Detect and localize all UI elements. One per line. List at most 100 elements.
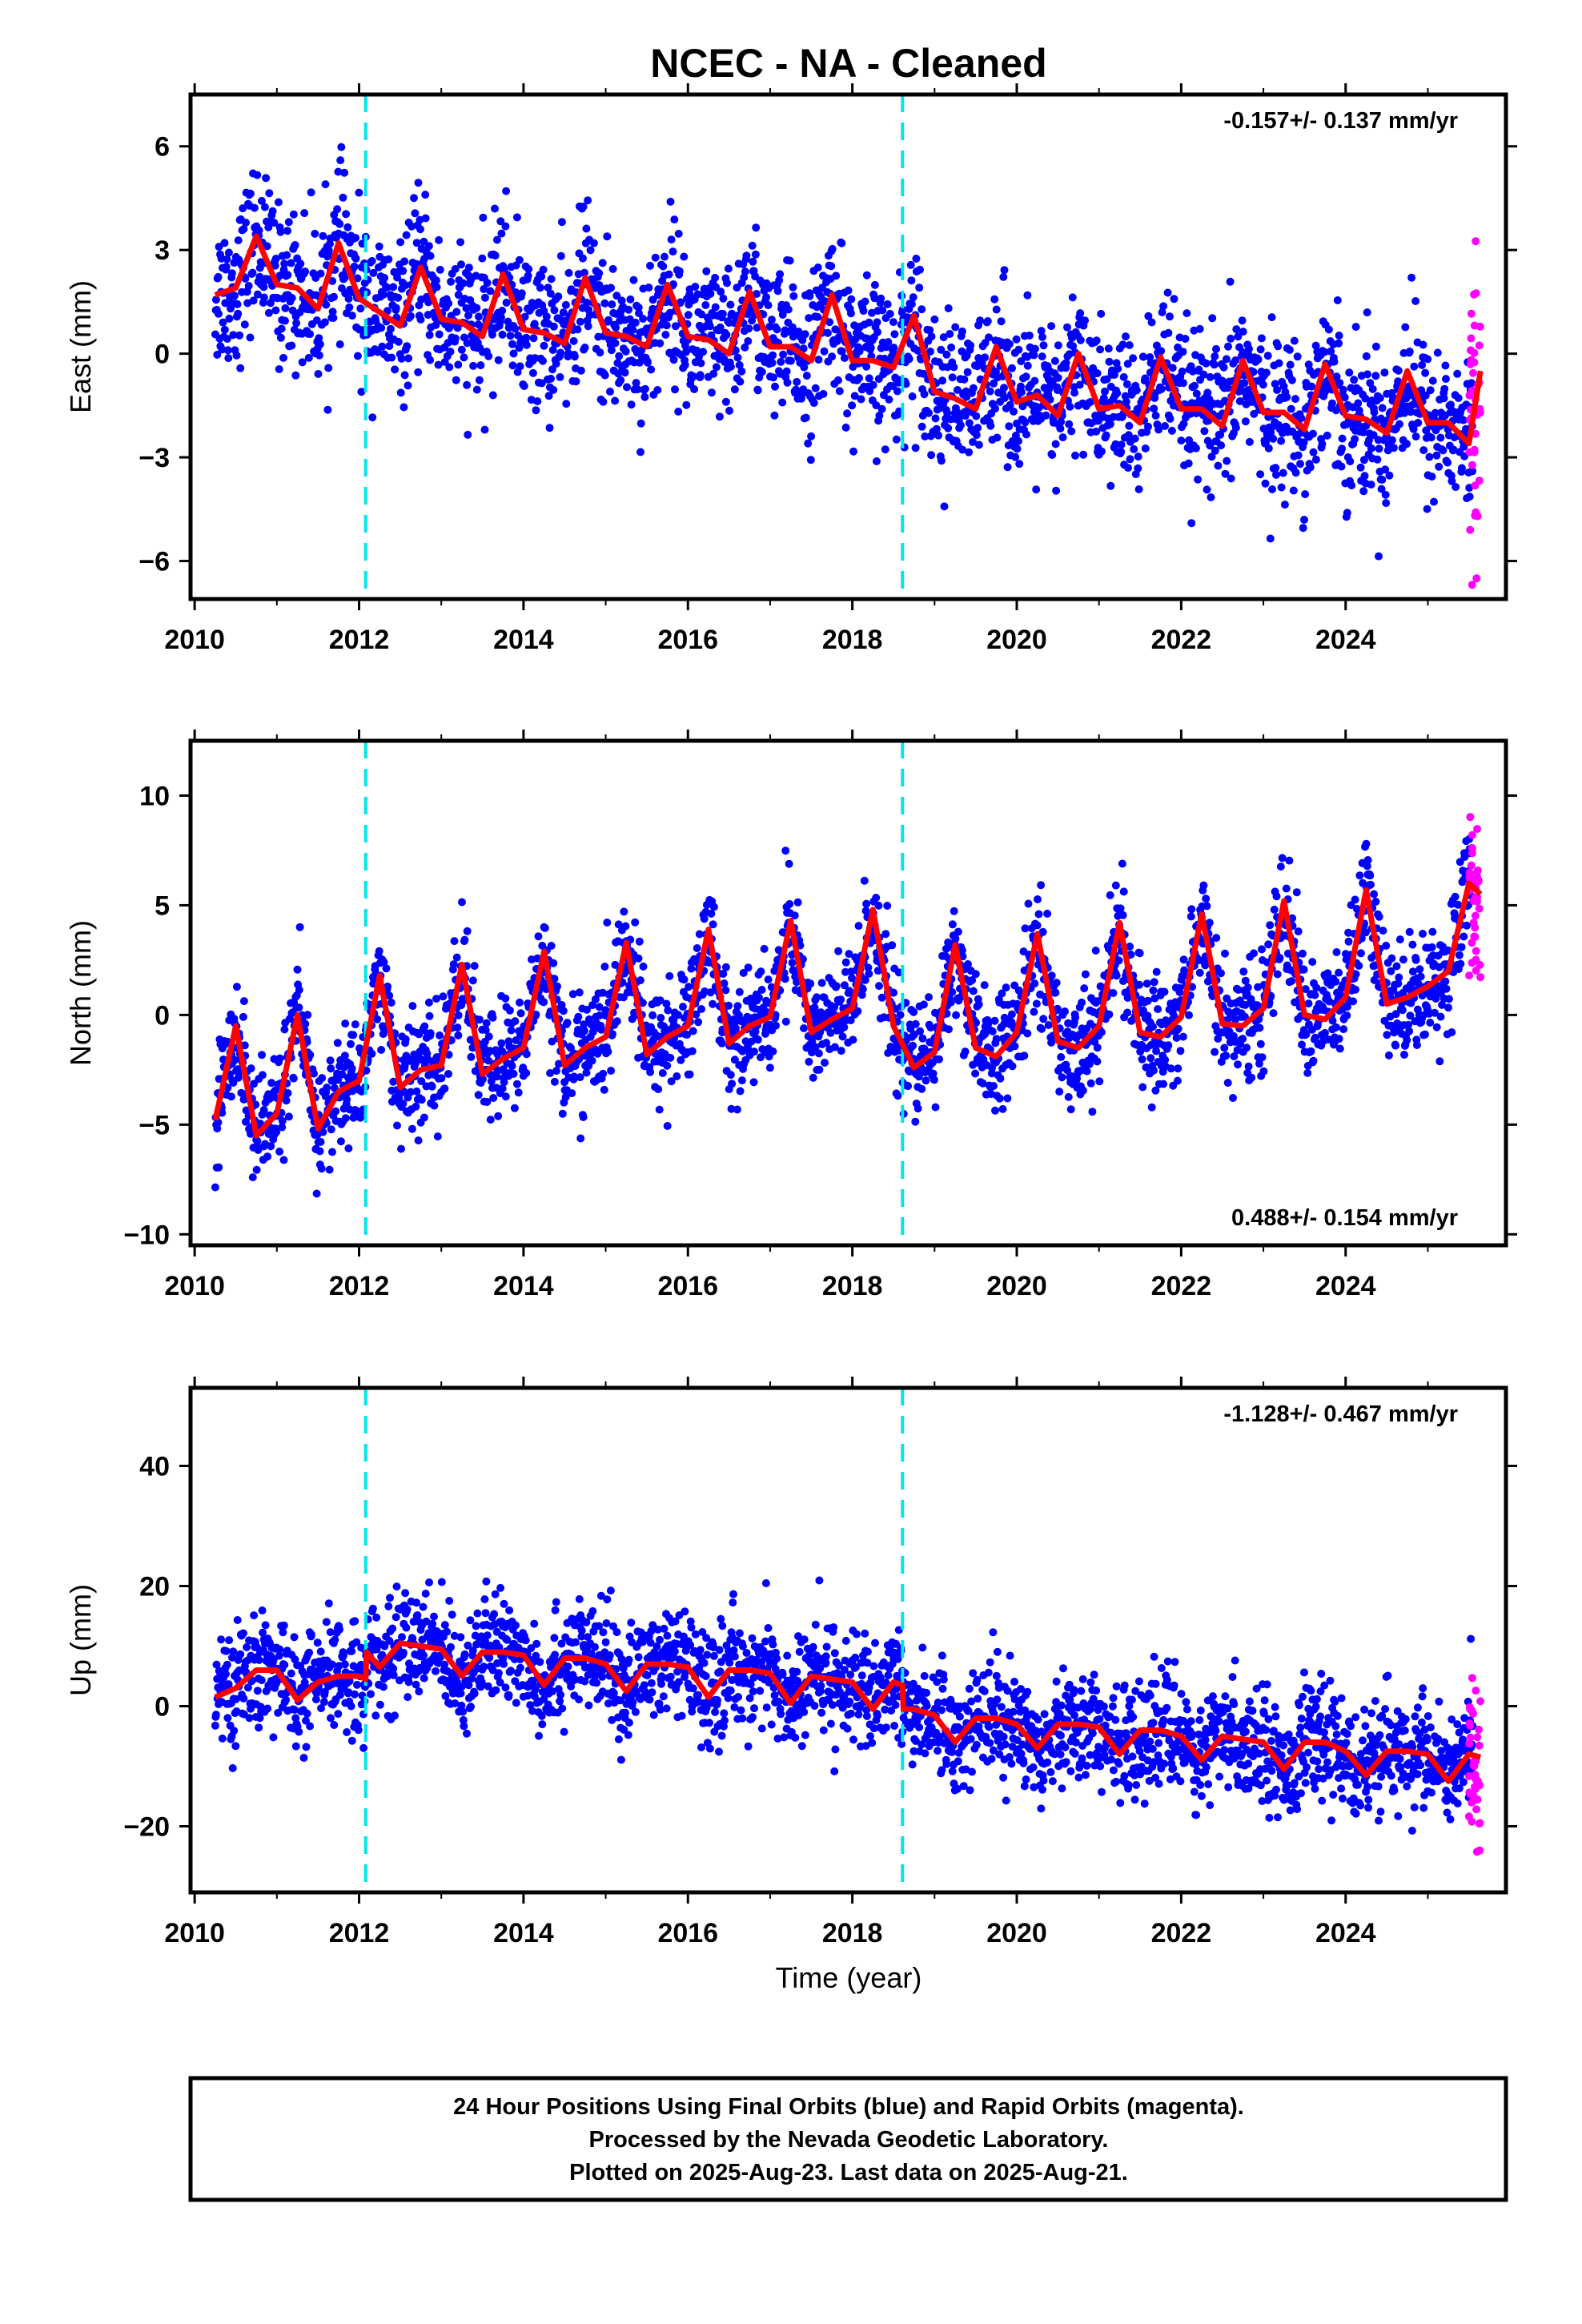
data-point — [815, 1065, 824, 1074]
data-point — [598, 259, 607, 267]
data-point — [631, 318, 640, 327]
data-point — [969, 384, 978, 392]
data-point — [721, 397, 730, 406]
data-point — [687, 964, 696, 973]
data-point — [1380, 368, 1389, 377]
data-point — [480, 293, 489, 302]
data-point — [396, 388, 405, 397]
data-point — [1174, 1024, 1182, 1033]
data-point — [384, 255, 393, 263]
data-point — [1230, 1052, 1239, 1061]
data-point — [1419, 446, 1428, 455]
data-point — [444, 1051, 453, 1059]
data-point — [379, 1030, 387, 1039]
data-point — [671, 385, 679, 394]
data-point — [620, 368, 629, 377]
data-point — [1273, 970, 1282, 979]
data-point — [931, 1103, 940, 1112]
data-point — [501, 1092, 510, 1101]
data-point — [733, 353, 742, 362]
data-point — [396, 238, 405, 247]
data-point — [881, 930, 890, 939]
data-point — [744, 337, 753, 345]
data-point — [1037, 881, 1046, 890]
data-point — [351, 234, 360, 242]
data-point — [317, 1164, 326, 1173]
data-point — [1174, 1064, 1182, 1073]
data-point — [721, 986, 730, 995]
data-point — [646, 261, 654, 270]
data-point — [1287, 404, 1295, 413]
data-point — [957, 421, 965, 429]
data-point — [430, 1101, 439, 1110]
data-point — [463, 927, 472, 935]
data-point — [1118, 911, 1127, 919]
data-point — [685, 1070, 694, 1079]
data-point — [1244, 1062, 1253, 1071]
data-point — [1367, 444, 1375, 452]
data-point — [926, 326, 934, 335]
chart-title: NCEC - NA - Cleaned — [650, 41, 1046, 86]
data-point — [539, 356, 547, 365]
data-point — [327, 1064, 335, 1073]
data-point — [281, 304, 290, 312]
data-point — [785, 899, 794, 908]
data-point — [889, 318, 897, 327]
data-point — [447, 277, 456, 286]
data-point — [400, 257, 409, 266]
data-point — [943, 408, 952, 417]
data-point — [561, 1092, 570, 1101]
data-point — [691, 283, 700, 291]
data-point — [1267, 428, 1275, 437]
data-point — [516, 1009, 525, 1018]
data-point — [275, 365, 283, 373]
data-point — [298, 358, 307, 367]
data-point — [1318, 440, 1327, 448]
data-point — [1081, 316, 1090, 325]
data-point — [1421, 391, 1430, 400]
data-point — [1385, 471, 1394, 480]
data-point — [584, 196, 592, 205]
data-point — [454, 291, 463, 300]
data-point — [1302, 1030, 1311, 1039]
data-point — [760, 944, 769, 953]
rapid-point — [1467, 309, 1476, 318]
data-point — [1164, 328, 1173, 337]
data-point — [674, 229, 683, 238]
data-point — [629, 275, 638, 284]
data-point — [304, 353, 313, 362]
data-point — [239, 225, 248, 233]
data-point — [1311, 991, 1319, 999]
data-point — [508, 1062, 516, 1071]
data-point — [268, 207, 277, 215]
data-point — [1337, 462, 1346, 471]
data-point — [844, 286, 853, 295]
data-point — [335, 340, 344, 348]
data-point — [1256, 1039, 1265, 1048]
data-point — [757, 967, 765, 976]
data-point — [843, 409, 852, 418]
data-point — [972, 412, 981, 420]
data-point — [992, 305, 1001, 314]
data-point — [483, 1098, 492, 1106]
data-point — [742, 251, 751, 260]
data-point — [246, 189, 255, 198]
data-point — [549, 322, 558, 331]
data-point — [711, 273, 720, 282]
data-point — [1130, 434, 1139, 443]
data-point — [608, 1030, 616, 1039]
data-point — [1266, 534, 1275, 543]
data-point — [944, 424, 953, 432]
data-point — [458, 898, 466, 907]
data-point — [986, 421, 995, 430]
data-point — [417, 1096, 426, 1104]
data-point — [1298, 1040, 1306, 1049]
data-point — [750, 1047, 758, 1056]
data-point — [717, 287, 725, 296]
data-point — [1020, 1051, 1029, 1060]
data-point — [699, 348, 708, 356]
rapid-point — [1469, 368, 1477, 377]
data-point — [1166, 414, 1174, 423]
data-point — [1182, 309, 1191, 318]
data-point — [1339, 385, 1347, 394]
